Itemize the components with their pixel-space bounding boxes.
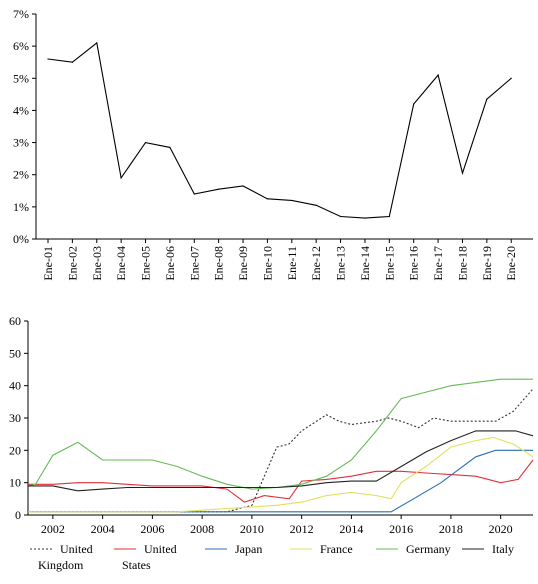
chart-bottom-by-country: 0 10 20 30 40 50 60 2002 2004 2006 2008 2010 2012 201… [9,314,534,572]
x-tick-label: 2014 [339,522,363,536]
data-point [169,146,171,148]
data-point [193,193,195,195]
x-tick-label: Ene-01 [41,246,55,281]
x-tick-label: Ene-19 [480,246,494,281]
y-tick-label: 1% [13,200,29,214]
data-point [96,42,98,44]
x-tick-label: Ene-02 [65,246,79,281]
data-point [120,177,122,179]
data-point [437,74,439,76]
legend-label-japan: Japan [235,542,262,556]
y-tick-label: 4% [13,103,29,117]
y-tick-label: 2% [13,168,29,182]
data-point [339,215,342,218]
y-tick-label: 7% [13,7,29,21]
data-point [242,185,244,187]
y-tick-label: 60 [9,314,21,328]
data-point [510,77,512,79]
legend-label-united-kingdom: Kingdom [38,558,84,572]
y-tick-label: 50 [9,346,21,360]
x-tick-label: Ene-10 [260,246,274,281]
y-tick-label: 6% [13,39,29,53]
legend-label-italy: Italy [492,542,514,556]
y-tick-label: 30 [9,411,21,425]
x-tick-label: Ene-08 [212,246,226,281]
x-tick-label: 2012 [290,522,314,536]
data-point [266,198,269,200]
x-tick-label: 2004 [91,522,115,536]
x-tick-label: Ene-09 [236,246,250,281]
x-tick-label: 2008 [190,522,214,536]
x-tick-label: 2018 [439,522,463,536]
data-point [486,98,488,100]
x-tick-label: Ene-18 [455,246,469,281]
y-tick-label: 20 [9,443,21,457]
series-line-france [28,436,534,513]
series-line-united-kingdom [28,388,534,513]
x-tick-label: Ene-12 [309,246,323,281]
data-point [47,58,49,60]
x-tick-label: Ene-03 [90,246,104,281]
series-line-italy [28,430,534,492]
x-tick-label: Ene-04 [114,246,128,281]
x-tick-label: Ene-20 [504,246,518,281]
data-point [364,217,366,219]
x-tick-label: 2010 [240,522,264,536]
data-point [291,199,293,202]
data-point [315,204,317,206]
legend-label-united-kingdom: United [60,542,93,556]
x-tick-label: Ene-11 [285,246,299,280]
data-point [461,172,464,174]
x-tick-label: Ene-05 [139,246,153,281]
series-line-united-states [28,459,534,503]
y-tick-label: 0 [15,508,21,522]
y-tick-label: 10 [9,476,21,490]
data-point [71,61,73,63]
x-tick-label: Ene-15 [382,246,396,281]
x-tick-label: Ene-07 [187,246,201,281]
x-tick-label: 2020 [489,522,513,536]
legend-label-germany: Germany [406,542,451,556]
y-tick-label: 0% [13,232,29,246]
x-tick-label: Ene-17 [431,246,445,281]
legend-label-united-states: States [122,558,151,572]
data-point [144,141,147,144]
y-tick-label: 3% [13,136,29,150]
legend-label-united-states: United [144,542,177,556]
legend-label-france: France [320,542,353,556]
x-tick-label: Ene-16 [407,246,421,281]
series-line-germany [27,378,533,490]
data-point [413,103,415,105]
series-line [47,41,512,219]
y-tick-label: 40 [9,379,21,393]
x-tick-label: 2002 [41,522,65,536]
x-tick-label: 2006 [140,522,164,536]
x-tick-label: 2016 [389,522,413,536]
data-point [388,215,390,218]
chart-top-percentage: 0% 1% 2% 3% 4% 5% 6% 7% Ene-01 Ene-02 Ene-03 Ene-04… [13,7,533,281]
x-tick-label: Ene-06 [163,246,177,281]
x-tick-label: Ene-13 [334,246,348,281]
data-point [218,188,220,190]
x-tick-label: Ene-14 [358,246,372,281]
y-tick-label: 5% [13,71,29,85]
